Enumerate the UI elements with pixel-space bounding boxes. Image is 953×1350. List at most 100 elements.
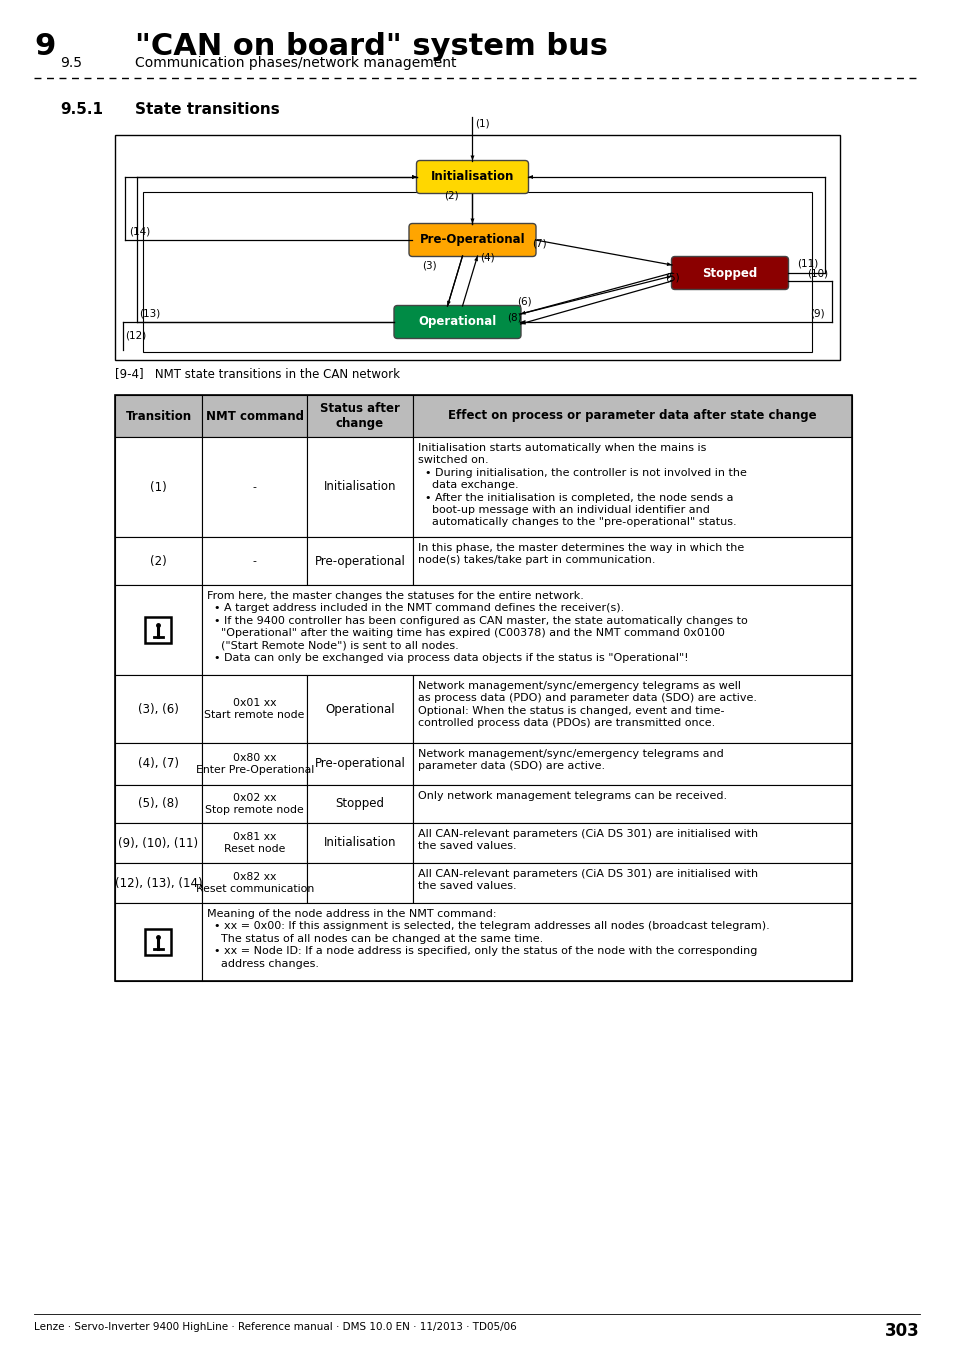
Bar	[413, 784, 851, 824]
Text: 0x82 xx
Reset communication: 0x82 xx Reset communication	[195, 872, 314, 894]
Bar	[115, 537, 202, 585]
Text: 9: 9	[34, 32, 55, 61]
Bar	[413, 537, 851, 585]
Text: Stopped: Stopped	[701, 266, 757, 279]
Bar	[115, 903, 202, 981]
Bar	[115, 585, 202, 675]
Text: In this phase, the master determines the way in which the
node(s) takes/take par: In this phase, the master determines the…	[417, 543, 743, 566]
Text: 9.5.1: 9.5.1	[60, 103, 103, 117]
Bar	[307, 437, 413, 537]
FancyBboxPatch shape	[394, 305, 520, 339]
Text: 9.5: 9.5	[60, 55, 82, 70]
Text: Pre-Operational: Pre-Operational	[419, 234, 525, 247]
Text: Stopped: Stopped	[335, 798, 384, 810]
Text: (3), (6): (3), (6)	[138, 702, 179, 716]
Text: 303: 303	[884, 1322, 919, 1341]
Text: (8): (8)	[507, 312, 521, 323]
Bar	[202, 824, 307, 863]
Text: -: -	[253, 482, 256, 491]
Text: Transition: Transition	[125, 409, 192, 423]
Bar	[413, 743, 851, 784]
Polygon shape	[412, 176, 416, 180]
Bar	[145, 929, 172, 954]
Polygon shape	[520, 310, 525, 315]
Text: (13): (13)	[139, 308, 160, 319]
Bar	[115, 863, 202, 903]
Text: (14): (14)	[129, 225, 150, 236]
Bar	[307, 396, 413, 437]
Text: [9-4]   NMT state transitions in the CAN network: [9-4] NMT state transitions in the CAN n…	[115, 367, 399, 379]
Text: Operational: Operational	[325, 702, 395, 716]
Bar	[202, 743, 307, 784]
Bar	[115, 675, 202, 742]
Text: Status after
change: Status after change	[320, 402, 399, 431]
Bar	[115, 784, 202, 824]
Text: (7): (7)	[532, 238, 547, 248]
Bar	[115, 135, 840, 360]
Text: From here, the master changes the statuses for the entire network.
  • A target : From here, the master changes the status…	[207, 591, 747, 663]
Text: Communication phases/network management: Communication phases/network management	[135, 55, 456, 70]
Text: NMT command: NMT command	[206, 409, 303, 423]
Text: Network management/sync/emergency telegrams as well
as process data (PDO) and pa: Network management/sync/emergency telegr…	[417, 680, 756, 728]
Text: (11): (11)	[796, 259, 818, 269]
Text: (1): (1)	[150, 481, 167, 494]
Polygon shape	[527, 176, 533, 180]
Text: 0x01 xx
Start remote node: 0x01 xx Start remote node	[204, 698, 305, 720]
Bar	[115, 437, 202, 537]
Bar	[115, 743, 202, 784]
Text: Network management/sync/emergency telegrams and
parameter data (SDO) are active.: Network management/sync/emergency telegr…	[417, 749, 722, 771]
Text: (3): (3)	[422, 261, 436, 270]
Text: (2): (2)	[150, 555, 167, 567]
Bar	[145, 617, 172, 643]
Polygon shape	[474, 256, 477, 262]
Polygon shape	[447, 301, 451, 306]
Text: All CAN-relevant parameters (CiA DS 301) are initialised with
the saved values.: All CAN-relevant parameters (CiA DS 301)…	[417, 869, 757, 891]
Bar	[202, 903, 851, 981]
Polygon shape	[412, 176, 416, 180]
Text: -: -	[253, 556, 256, 566]
Text: 0x02 xx
Stop remote node: 0x02 xx Stop remote node	[205, 794, 304, 815]
Text: Only network management telegrams can be received.: Only network management telegrams can be…	[417, 791, 726, 801]
Bar	[202, 537, 307, 585]
Text: Operational: Operational	[418, 316, 497, 328]
Bar	[307, 863, 413, 903]
Polygon shape	[470, 155, 474, 161]
Text: Lenze · Servo-Inverter 9400 HighLine · Reference manual · DMS 10.0 EN · 11/2013 : Lenze · Servo-Inverter 9400 HighLine · R…	[34, 1322, 517, 1332]
Bar	[202, 585, 851, 675]
Bar	[202, 863, 307, 903]
Text: Initialisation: Initialisation	[323, 837, 395, 849]
Text: (9): (9)	[809, 309, 823, 319]
Text: (10): (10)	[806, 269, 827, 278]
Bar	[413, 396, 851, 437]
Bar	[202, 675, 307, 742]
Text: 0x80 xx
Enter Pre-Operational: 0x80 xx Enter Pre-Operational	[195, 753, 314, 775]
Text: Effect on process or parameter data after state change: Effect on process or parameter data afte…	[448, 409, 816, 423]
Bar	[413, 863, 851, 903]
Text: (6): (6)	[517, 297, 532, 306]
Polygon shape	[666, 262, 671, 266]
Bar	[413, 824, 851, 863]
Text: All CAN-relevant parameters (CiA DS 301) are initialised with
the saved values.: All CAN-relevant parameters (CiA DS 301)…	[417, 829, 757, 852]
Text: (2): (2)	[444, 190, 458, 200]
Text: Initialisation: Initialisation	[323, 481, 395, 494]
Bar	[202, 396, 307, 437]
Bar	[307, 675, 413, 742]
Text: (4), (7): (4), (7)	[138, 757, 179, 771]
Polygon shape	[666, 275, 671, 279]
Text: Pre-operational: Pre-operational	[314, 757, 405, 771]
Polygon shape	[470, 219, 474, 224]
Bar	[307, 784, 413, 824]
Text: 0x81 xx
Reset node: 0x81 xx Reset node	[224, 832, 285, 853]
Text: "CAN on board" system bus: "CAN on board" system bus	[135, 32, 607, 61]
Bar	[307, 824, 413, 863]
Text: (5): (5)	[664, 273, 679, 284]
Text: Pre-operational: Pre-operational	[314, 555, 405, 567]
Text: (12), (13), (14): (12), (13), (14)	[114, 876, 202, 890]
Text: Initialisation starts automatically when the mains is
switched on.
  • During in: Initialisation starts automatically when…	[417, 443, 746, 528]
Text: Meaning of the node address in the NMT command:
  • xx = 0x00: If this assignmen: Meaning of the node address in the NMT c…	[207, 909, 769, 968]
Bar	[143, 192, 811, 352]
FancyBboxPatch shape	[416, 161, 528, 193]
Bar	[413, 675, 851, 742]
Bar	[202, 784, 307, 824]
Bar	[202, 437, 307, 537]
